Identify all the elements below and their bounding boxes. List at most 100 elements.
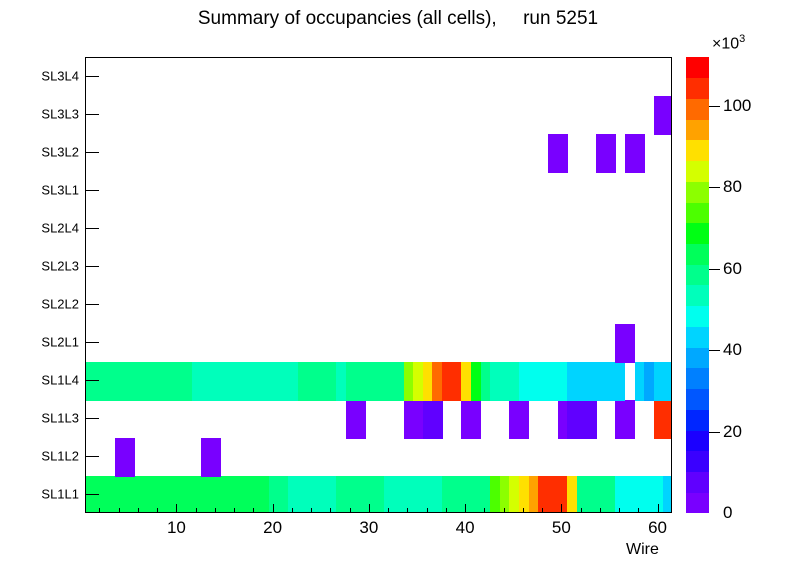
heatmap-cell — [220, 476, 231, 512]
color-scale-band — [686, 222, 709, 245]
heatmap-cell — [422, 476, 434, 512]
x-tick-minor — [157, 508, 158, 513]
y-tick-label-sl1l4: SL1L4 — [41, 372, 79, 388]
heatmap-cell — [480, 476, 491, 512]
heatmap-cell — [374, 476, 385, 512]
heatmap-cell — [278, 362, 289, 401]
heatmap-cell — [509, 362, 520, 401]
y-tick-mark — [85, 342, 99, 343]
heatmap-cell — [297, 362, 308, 401]
heatmap-cell — [403, 362, 414, 401]
heatmap-cell — [432, 476, 443, 512]
color-scale-band — [686, 181, 709, 203]
heatmap-cell — [653, 362, 664, 401]
heatmap-cell — [576, 362, 587, 401]
color-scale-exponent-base: ×10 — [712, 35, 740, 53]
color-scale-band — [686, 305, 709, 327]
heatmap-cell — [480, 362, 491, 401]
heatmap-cell — [567, 400, 578, 439]
heatmap-cell — [105, 362, 116, 401]
heatmap-cell — [509, 400, 520, 439]
heatmap-cell — [211, 438, 222, 477]
heatmap-cell — [576, 400, 587, 439]
x-axis-title: Wire — [626, 541, 659, 558]
y-tick-mark — [85, 494, 99, 495]
heatmap-cell — [316, 362, 328, 401]
heatmap-cell — [249, 476, 260, 512]
color-scale-tick — [709, 187, 720, 188]
color-scale-tick — [709, 350, 720, 351]
heatmap-cell — [528, 362, 539, 401]
heatmap-cell — [153, 476, 164, 512]
heatmap-cell — [557, 476, 568, 512]
heatmap-cell — [519, 476, 530, 512]
color-scale-band — [686, 98, 709, 120]
heatmap-cell — [596, 362, 607, 401]
x-tick-minor — [311, 508, 312, 513]
heatmap-cell — [336, 476, 347, 512]
heatmap-cell — [567, 362, 578, 401]
color-scale-band — [686, 471, 709, 493]
heatmap-cell — [413, 400, 424, 439]
x-tick-minor — [119, 508, 120, 513]
heatmap-cell — [624, 134, 636, 173]
heatmap-cell — [547, 362, 559, 401]
heatmap-cell — [605, 362, 616, 401]
color-scale-tick — [709, 432, 720, 433]
color-scale-band — [686, 119, 709, 141]
heatmap-cell — [557, 134, 568, 173]
heatmap-cell — [624, 400, 636, 439]
color-scale-tick-label: 100 — [723, 95, 752, 115]
heatmap-cell — [162, 476, 174, 512]
color-scale-band — [686, 57, 709, 79]
heatmap-cell — [249, 362, 260, 401]
heatmap-cell — [461, 476, 472, 512]
heatmap-cell — [509, 476, 520, 512]
color-scale-band — [686, 388, 709, 410]
heatmap-cell — [451, 476, 462, 512]
heatmap-cell — [499, 476, 510, 512]
heatmap-cell — [605, 134, 616, 173]
heatmap-cell — [432, 362, 443, 401]
heatmap-cell — [663, 362, 671, 401]
plot-frame — [85, 57, 672, 513]
heatmap-cell — [326, 476, 337, 512]
color-scale-band — [686, 77, 709, 99]
heatmap-cell — [624, 476, 636, 512]
heatmap-cell — [259, 476, 270, 512]
color-scale-tick-label: 0 — [723, 503, 733, 522]
heatmap-cell — [365, 476, 376, 512]
heatmap-cell — [230, 476, 241, 512]
x-tick-minor — [388, 508, 389, 513]
heatmap-cell — [499, 362, 510, 401]
heatmap-cell — [355, 476, 366, 512]
heatmap-cell — [422, 400, 434, 439]
heatmap-cell — [182, 362, 193, 401]
heatmap-cell — [442, 362, 453, 401]
x-tick-minor — [196, 508, 197, 513]
heatmap-cell — [268, 362, 280, 401]
heatmap-cell — [307, 476, 318, 512]
heatmap-cell — [201, 476, 212, 512]
y-tick-mark — [85, 266, 99, 267]
heatmap-cell — [259, 362, 270, 401]
heatmap-cell — [615, 362, 626, 401]
y-tick-label-sl3l1: SL3L1 — [41, 182, 79, 198]
color-scale-band — [686, 450, 709, 473]
heatmap-cell — [230, 362, 241, 401]
heatmap-cell — [268, 476, 280, 512]
x-tick-minor — [292, 508, 293, 513]
y-tick-mark — [85, 190, 99, 191]
color-scale-tick-label: 40 — [723, 340, 742, 360]
heatmap-cell — [95, 362, 106, 401]
heatmap-cell — [365, 362, 376, 401]
heatmap-cell — [644, 362, 655, 401]
heatmap-cell — [182, 476, 193, 512]
color-scale-band — [686, 492, 709, 514]
heatmap-cell — [355, 400, 366, 439]
x-tick-minor — [350, 508, 351, 513]
heatmap-cell — [143, 476, 154, 512]
heatmap-cell — [201, 362, 212, 401]
heatmap-cell — [586, 476, 597, 512]
